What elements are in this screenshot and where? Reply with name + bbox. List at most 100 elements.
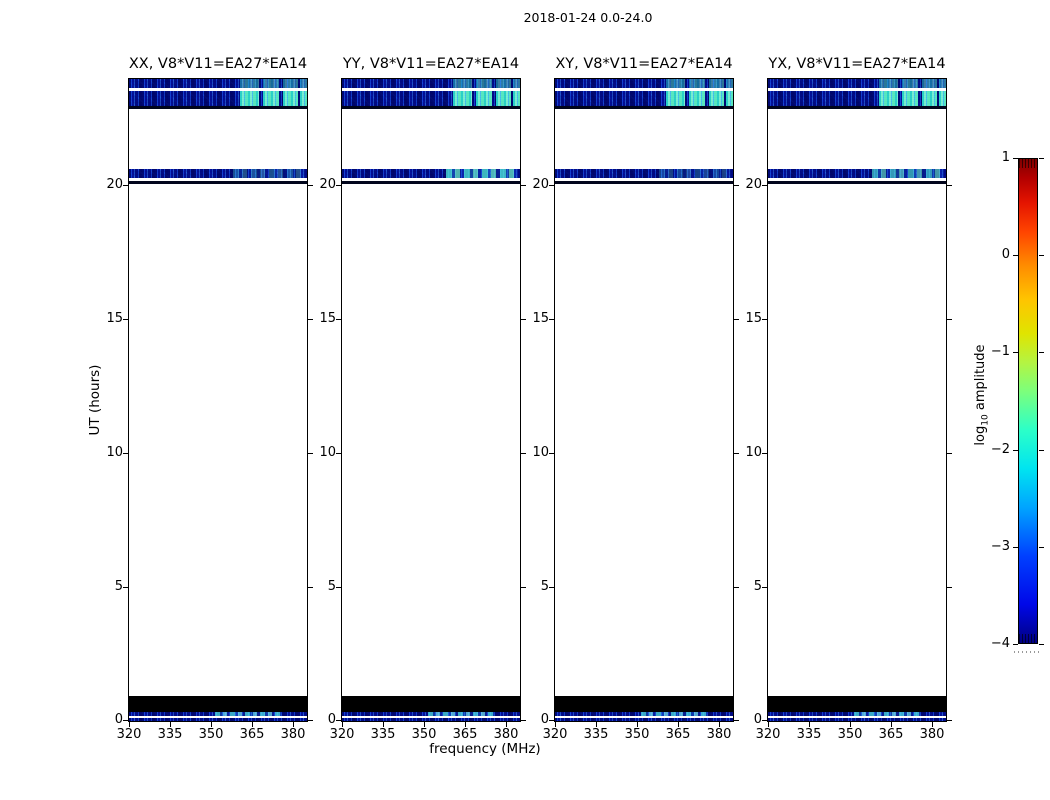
x-tick-label: 350 bbox=[411, 727, 437, 742]
rfi-block bbox=[939, 79, 946, 88]
panel-yx: YX, V8*V11=EA27*EA14 bbox=[745, 56, 952, 742]
band-ut23-24-lower bbox=[768, 90, 946, 106]
y-axis-tick bbox=[734, 185, 739, 186]
x-axis-tick bbox=[850, 722, 851, 727]
colorbar-tick bbox=[1013, 158, 1018, 159]
x-tick-label: 380 bbox=[706, 727, 732, 742]
y-axis-tick bbox=[734, 453, 739, 454]
spectrogram-heatmap bbox=[768, 79, 946, 721]
x-tick-label: 380 bbox=[280, 727, 306, 742]
x-axis-tick bbox=[768, 722, 769, 727]
panel-yy: YY, V8*V11=EA27*EA14 bbox=[319, 56, 526, 742]
panel-xy: XY, V8*V11=EA27*EA14 bbox=[532, 56, 739, 742]
x-axis-tick bbox=[342, 722, 343, 727]
band-ut0.05-stripe bbox=[342, 720, 520, 721]
x-tick-label: 380 bbox=[493, 727, 519, 742]
band-ut23-dark-edge bbox=[342, 105, 520, 109]
rfi-block bbox=[496, 90, 511, 106]
x-axis-tick bbox=[891, 722, 892, 727]
x-axis-tick bbox=[809, 722, 810, 727]
y-axis-tick bbox=[734, 319, 739, 320]
y-tick-label: 10 bbox=[319, 445, 336, 460]
rfi-block bbox=[922, 90, 937, 106]
band-ut23-24-upper bbox=[342, 79, 520, 88]
y-axis-tick bbox=[947, 587, 952, 588]
y-axis-tick bbox=[123, 453, 128, 454]
rfi-block bbox=[446, 168, 518, 178]
y-axis-tick bbox=[947, 185, 952, 186]
y-tick-label: 5 bbox=[540, 579, 549, 594]
colorbar-tick bbox=[1039, 547, 1044, 548]
y-axis-tick bbox=[521, 319, 526, 320]
x-axis-tick bbox=[293, 722, 294, 727]
y-axis-tick bbox=[336, 319, 341, 320]
rfi-block bbox=[659, 168, 731, 178]
y-axis-tick bbox=[521, 720, 526, 721]
rfi-block bbox=[666, 79, 685, 88]
x-axis-tick bbox=[555, 722, 556, 727]
rfi-block bbox=[300, 79, 307, 88]
band-ut0.4-1.0-black bbox=[768, 696, 946, 712]
figure-title: 2018-01-24 0.0-24.0 bbox=[523, 10, 653, 25]
rfi-block bbox=[233, 168, 305, 178]
band-ut23-24-upper bbox=[555, 79, 733, 88]
band-ut0.3-stripe bbox=[768, 712, 946, 716]
x-axis-tick bbox=[596, 722, 597, 727]
spectrogram-heatmap bbox=[342, 79, 520, 721]
x-axis-tick bbox=[719, 722, 720, 727]
x-axis-tick bbox=[211, 722, 212, 727]
colorbar-tick-label: 0 bbox=[1001, 247, 1010, 262]
rfi-block bbox=[215, 712, 281, 716]
colorbar-tick bbox=[1013, 352, 1018, 353]
y-axis-tick bbox=[336, 453, 341, 454]
band-ut20.4 bbox=[768, 168, 946, 178]
y-axis-tick bbox=[308, 587, 313, 588]
colorbar-tick-label: −2 bbox=[990, 442, 1010, 457]
band-ut0.4-1.0-black bbox=[129, 696, 307, 712]
band-ut0.05-stripe bbox=[555, 720, 733, 721]
y-axis-tick bbox=[549, 185, 554, 186]
colorbar-bottom-hatch bbox=[1019, 634, 1037, 643]
rfi-block bbox=[513, 79, 520, 88]
band-ut0.15-stripe bbox=[768, 717, 946, 720]
y-tick-label: 20 bbox=[745, 177, 762, 192]
x-axis-tick bbox=[252, 722, 253, 727]
colorbar-top-hatch bbox=[1019, 159, 1037, 168]
band-ut0.15-stripe bbox=[342, 717, 520, 720]
rfi-block bbox=[709, 90, 724, 106]
band-ut0.15-stripe bbox=[129, 717, 307, 720]
spectrogram-heatmap bbox=[129, 79, 307, 721]
y-axis-tick bbox=[734, 720, 739, 721]
band-ut0.05-stripe bbox=[768, 720, 946, 721]
colorbar-tick bbox=[1039, 158, 1044, 159]
band-ut0.3-stripe bbox=[342, 712, 520, 716]
x-tick-label: 365 bbox=[878, 727, 904, 742]
band-ut20.4 bbox=[342, 168, 520, 178]
y-axis-tick bbox=[308, 185, 313, 186]
colorbar-tick bbox=[1039, 352, 1044, 353]
panel-title: YY, V8*V11=EA27*EA14 bbox=[342, 56, 520, 72]
colorbar-tick-label: 1 bbox=[1001, 150, 1010, 165]
y-axis-tick bbox=[521, 453, 526, 454]
panel-title: XY, V8*V11=EA27*EA14 bbox=[555, 56, 733, 72]
y-axis-tick bbox=[549, 453, 554, 454]
colorbar-label-sub: 10 bbox=[980, 414, 991, 426]
band-ut23-24-upper bbox=[768, 79, 946, 88]
y-axis-tick bbox=[734, 587, 739, 588]
x-axis-tick bbox=[678, 722, 679, 727]
x-tick-label: 350 bbox=[837, 727, 863, 742]
y-tick-label: 5 bbox=[327, 579, 336, 594]
colorbar-tick bbox=[1013, 644, 1018, 645]
rfi-block bbox=[709, 79, 724, 88]
y-tick-label: 5 bbox=[114, 579, 123, 594]
colorbar bbox=[1018, 158, 1038, 644]
colorbar-tick bbox=[1039, 644, 1044, 645]
rfi-block bbox=[428, 712, 494, 716]
y-tick-label: 0 bbox=[114, 712, 123, 727]
y-axis-tick bbox=[549, 587, 554, 588]
y-axis-tick bbox=[947, 453, 952, 454]
x-tick-label: 335 bbox=[583, 727, 609, 742]
panel-title: XX, V8*V11=EA27*EA14 bbox=[128, 56, 308, 72]
band-ut20.2-dark bbox=[768, 180, 946, 184]
